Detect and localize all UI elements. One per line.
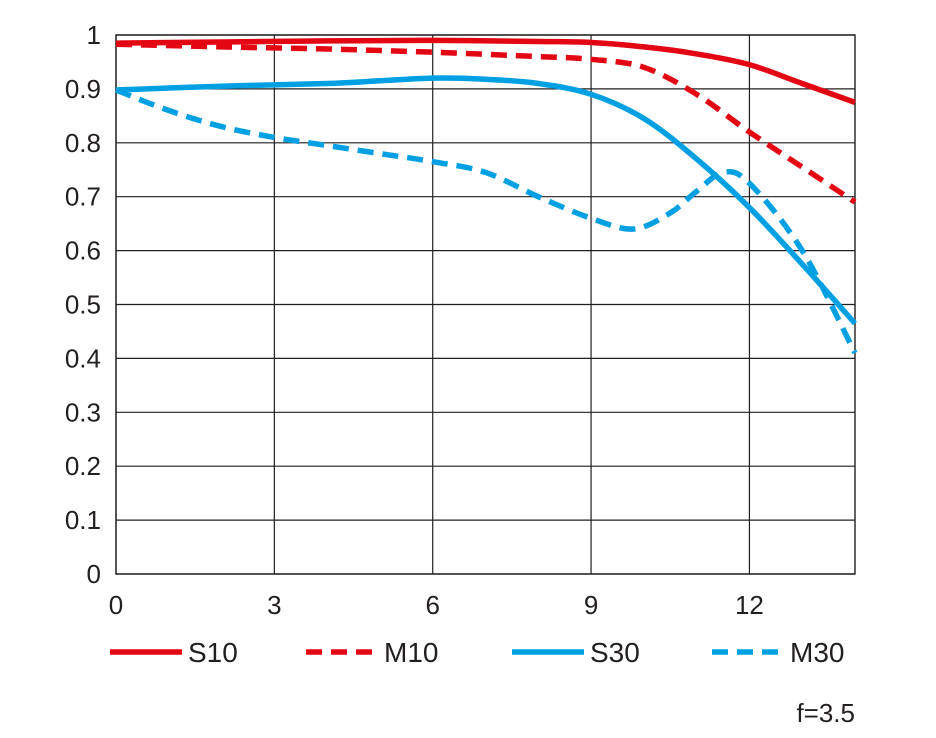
legend-label-m10: M10 — [384, 637, 438, 668]
y-tick-labels: 0 0.1 0.2 0.3 0.4 0.5 0.6 0.7 0.8 0.9 1 — [65, 20, 101, 589]
x-tick-label-4: 12 — [735, 590, 764, 620]
series-line-m10 — [115, 41, 857, 205]
x-tick-label-2: 6 — [425, 590, 439, 620]
plot-frame — [115, 34, 856, 575]
y-tick-label-3: 0.3 — [65, 397, 101, 427]
legend-label-s30: S30 — [590, 637, 640, 668]
legend: S10 M10 S30 M30 — [110, 637, 844, 668]
y-tick-label-0: 0 — [87, 559, 101, 589]
x-tick-label-1: 3 — [267, 590, 281, 620]
y-tick-label-1: 0.1 — [65, 505, 101, 535]
legend-label-s10: S10 — [188, 637, 238, 668]
series-line-s10 — [115, 37, 856, 105]
series-line-m30 — [115, 87, 858, 355]
grid — [115, 34, 856, 575]
y-tick-label-10: 1 — [87, 20, 101, 50]
x-tick-label-0: 0 — [109, 590, 123, 620]
y-tick-label-7: 0.7 — [65, 182, 101, 212]
series-lines — [115, 37, 858, 355]
legend-label-m30: M30 — [790, 637, 844, 668]
y-tick-label-6: 0.6 — [65, 236, 101, 266]
x-tick-label-3: 9 — [584, 590, 598, 620]
y-tick-label-5: 0.5 — [65, 290, 101, 320]
x-tick-labels: 0 3 6 9 12 — [109, 590, 764, 620]
y-tick-label-4: 0.4 — [65, 343, 101, 373]
y-tick-label-8: 0.8 — [65, 128, 101, 158]
aperture-annotation: f=3.5 — [796, 698, 855, 728]
y-tick-label-9: 0.9 — [65, 74, 101, 104]
series-line-s30 — [115, 75, 858, 326]
y-tick-label-2: 0.2 — [65, 451, 101, 481]
